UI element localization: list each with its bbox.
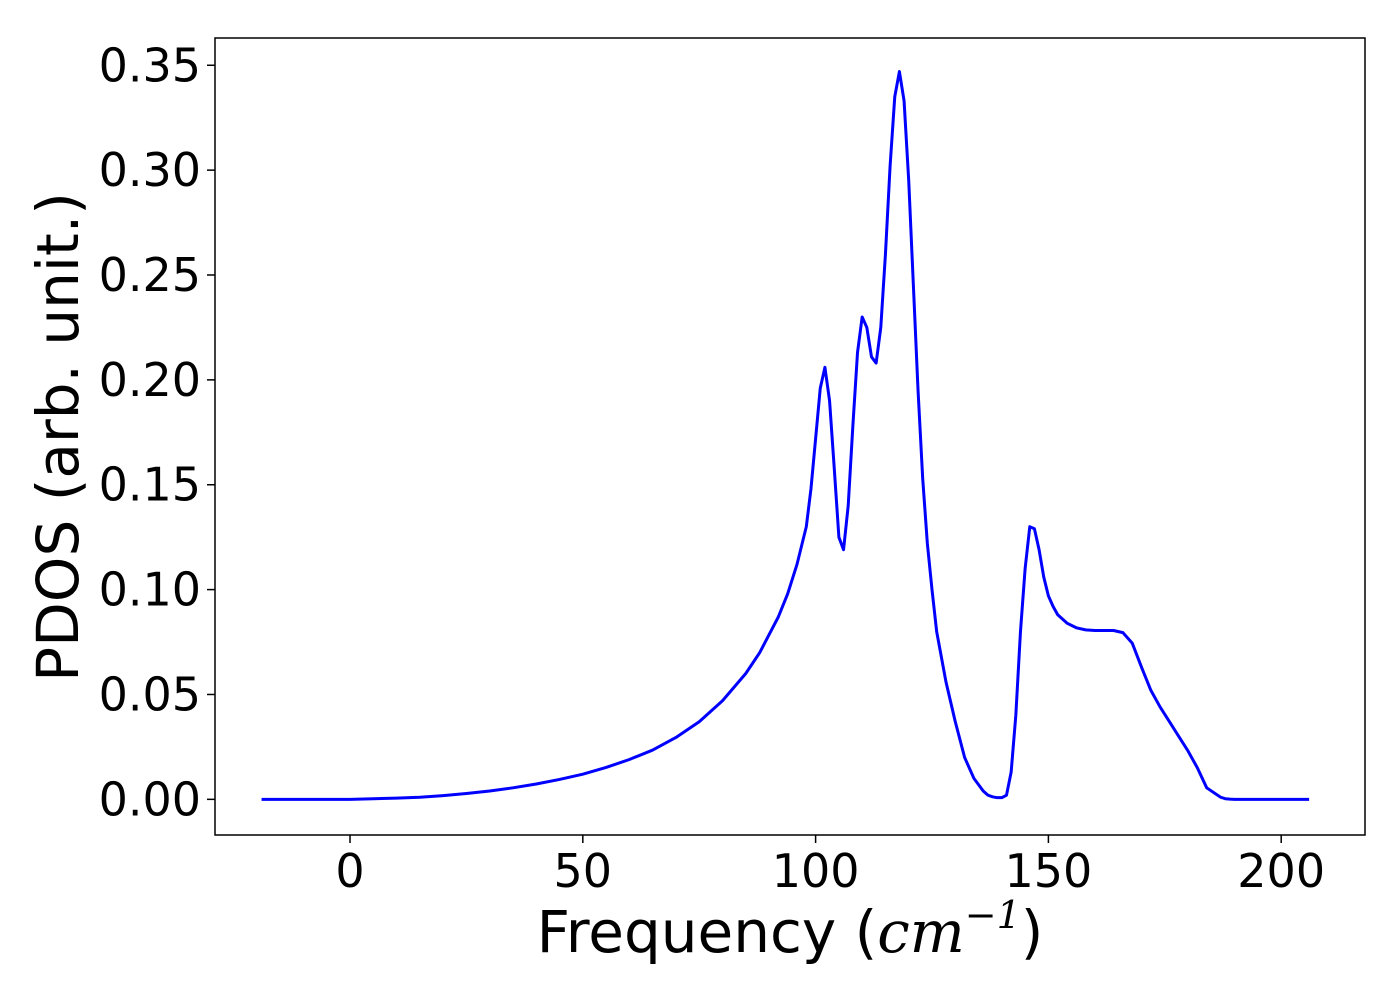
y-axis-ticks: 0.00 0.05 0.10 0.15 0.20 0.25 0.30 0.35 [99, 38, 215, 826]
y-tick-label: 0.00 [99, 772, 201, 826]
x-tick-label: 200 [1237, 844, 1325, 898]
y-tick-label: 0.25 [99, 248, 201, 302]
x-axis-label: Frequency (cm−1) [537, 893, 1044, 966]
x-tick-label: 100 [772, 844, 860, 898]
x-tick-label: 0 [335, 844, 364, 898]
y-tick-label: 0.30 [99, 143, 201, 197]
y-tick-label: 0.15 [99, 458, 201, 512]
y-tick-label: 0.20 [99, 353, 201, 407]
y-tick-label: 0.35 [99, 38, 201, 92]
y-axis-label: PDOS (arb. unit.) [24, 192, 92, 682]
x-tick-label: 50 [554, 844, 613, 898]
series-line-0 [261, 70, 1310, 801]
y-tick-label: 0.10 [99, 563, 201, 617]
plot-frame [214, 37, 1366, 836]
x-axis-ticks: 0 50 100 150 200 [335, 835, 1325, 898]
x-tick-label: 150 [1004, 844, 1092, 898]
series-layer [261, 70, 1310, 801]
y-tick-label: 0.05 [99, 667, 201, 721]
